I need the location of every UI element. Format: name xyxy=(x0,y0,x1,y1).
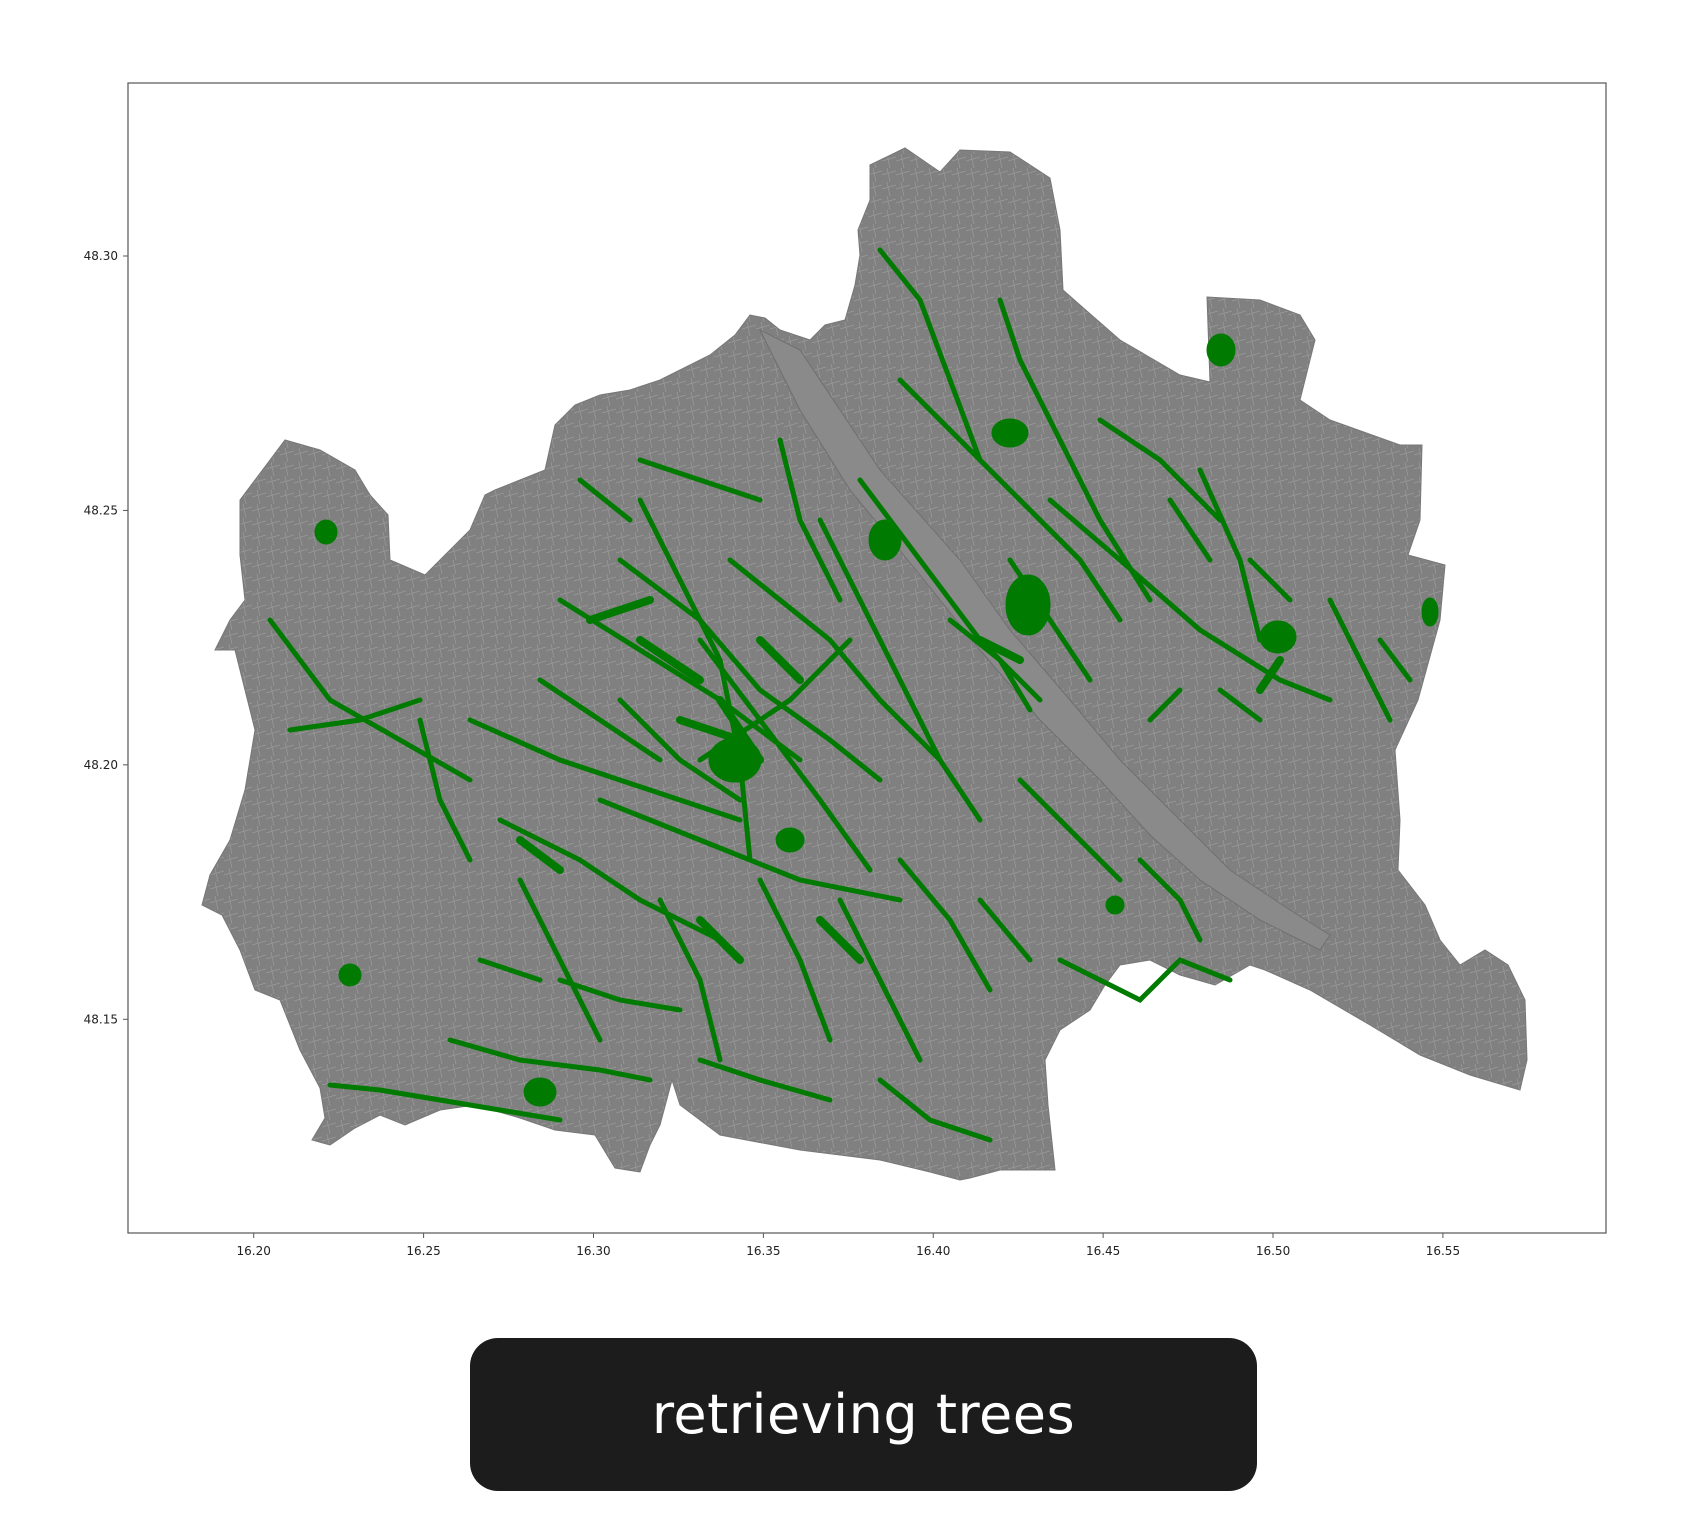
x-tick-label: 16.55 xyxy=(1426,1244,1460,1258)
x-tick-label: 16.25 xyxy=(406,1244,440,1258)
x-tick-label: 16.30 xyxy=(576,1244,610,1258)
x-tick-label: 16.40 xyxy=(916,1244,950,1258)
y-axis: 48.30 48.25 48.20 48.15 xyxy=(84,249,128,1026)
status-banner: retrieving trees xyxy=(470,1338,1257,1491)
axes-frame xyxy=(127,82,1607,1234)
tree-points-layer xyxy=(267,247,1439,1143)
y-tick-label: 48.25 xyxy=(84,503,118,517)
y-tick-label: 48.20 xyxy=(84,758,118,772)
vienna-land-polygon xyxy=(201,147,1528,1181)
y-tick-label: 48.30 xyxy=(84,249,118,263)
danube-river xyxy=(758,328,1331,951)
x-tick-label: 16.20 xyxy=(237,1244,271,1258)
x-tick-label: 16.35 xyxy=(746,1244,780,1258)
x-axis: 16.20 16.25 16.30 16.35 16.40 16.45 16.50 16.55 xyxy=(237,1233,1460,1258)
x-tick-label: 16.45 xyxy=(1086,1244,1120,1258)
x-tick-label: 16.50 xyxy=(1256,1244,1290,1258)
map-layer xyxy=(201,147,1528,1181)
y-tick-label: 48.15 xyxy=(84,1012,118,1026)
status-label: retrieving trees xyxy=(651,1383,1076,1446)
